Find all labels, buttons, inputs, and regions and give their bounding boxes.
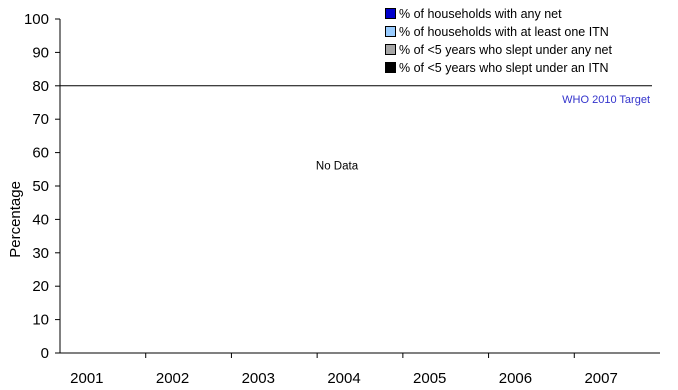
legend-swatch	[385, 62, 396, 73]
x-tick-label: 2004	[327, 370, 360, 387]
y-tick-label: 40	[32, 211, 49, 228]
y-tick-label: 90	[32, 44, 49, 61]
y-tick-label: 60	[32, 145, 49, 162]
x-tick-label: 2007	[584, 370, 617, 387]
legend: % of households with any net % of househo…	[385, 7, 613, 75]
legend-label: % of households with at least one ITN	[399, 25, 609, 39]
legend-swatch	[385, 26, 396, 37]
no-data-label: No Data	[316, 160, 359, 172]
y-tick-label: 0	[41, 345, 49, 362]
y-tick-label: 50	[32, 178, 49, 195]
y-axis-ticks: 0 10 20 30 40 50 60 70 80 90 100	[24, 11, 60, 362]
x-tick-label: 2006	[499, 370, 532, 387]
y-tick-label: 10	[32, 312, 49, 329]
x-tick-label: 2003	[242, 370, 275, 387]
x-axis-ticks: 2001 2002 2003 2004 2005 2006 2007	[70, 353, 618, 387]
legend-swatch	[385, 44, 396, 55]
legend-label: % of <5 years who slept under an ITN	[399, 61, 609, 75]
y-tick-label: 20	[32, 278, 49, 295]
legend-label: % of households with any net	[399, 7, 562, 21]
legend-swatch	[385, 8, 396, 19]
y-axis-title: Percentage	[7, 181, 24, 258]
x-tick-label: 2005	[413, 370, 446, 387]
y-tick-label: 100	[24, 11, 49, 28]
y-tick-label: 70	[32, 111, 49, 128]
legend-label: % of <5 years who slept under any net	[399, 43, 613, 57]
x-tick-label: 2001	[70, 370, 103, 387]
who-target-label: WHO 2010 Target	[562, 94, 650, 106]
y-tick-label: 30	[32, 245, 49, 262]
y-tick-label: 80	[32, 78, 49, 95]
x-tick-label: 2002	[156, 370, 189, 387]
